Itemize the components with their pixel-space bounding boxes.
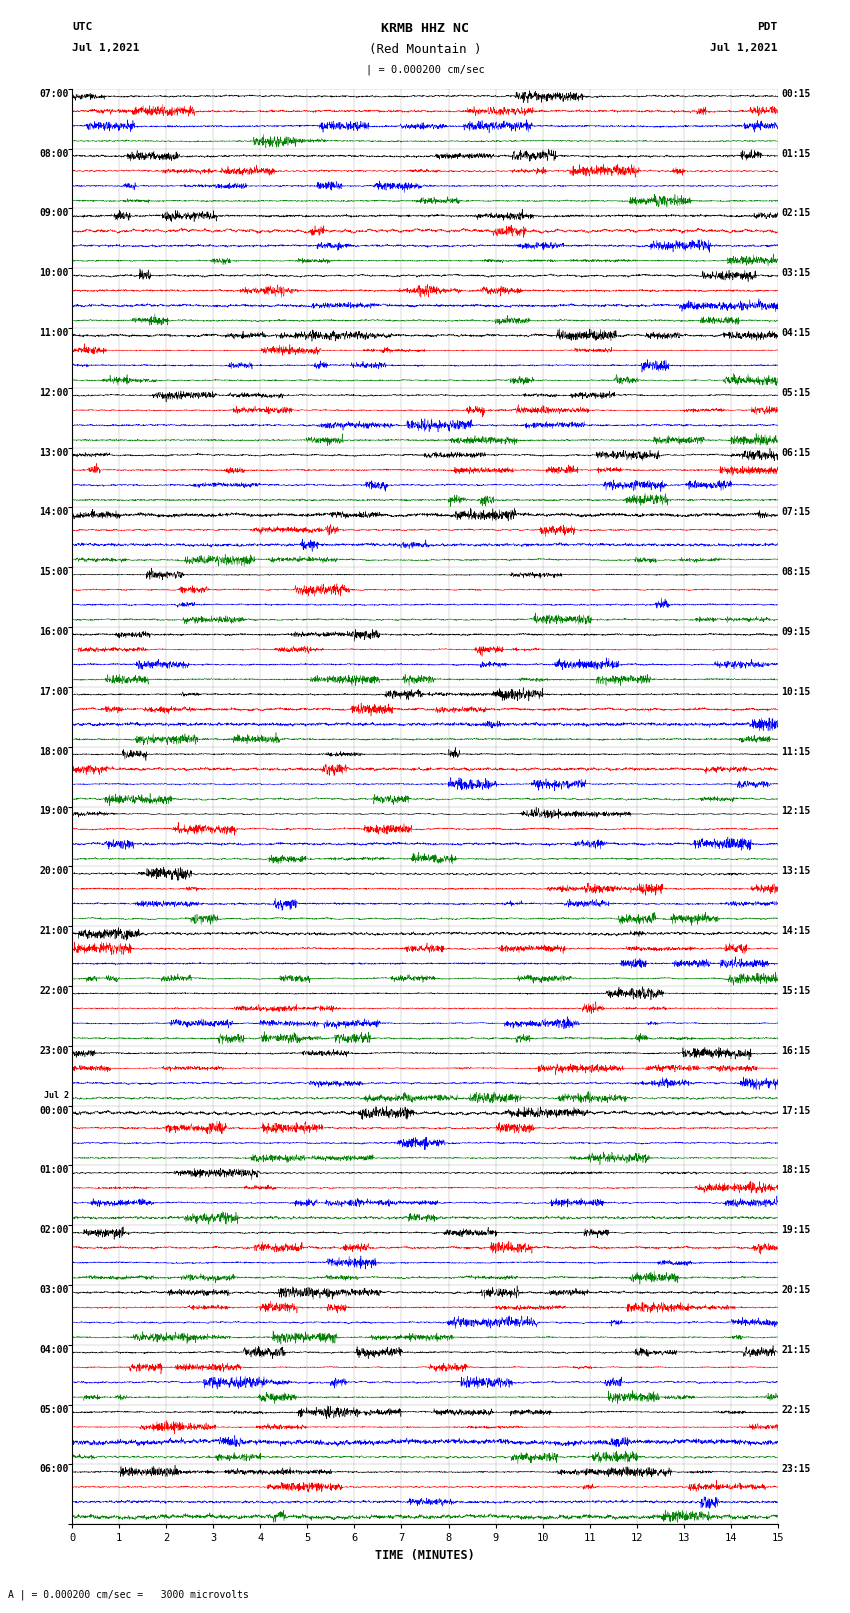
Text: UTC: UTC	[72, 23, 93, 32]
Text: 03:15: 03:15	[781, 268, 811, 277]
Text: Jul 1,2021: Jul 1,2021	[711, 44, 778, 53]
Text: 09:15: 09:15	[781, 627, 811, 637]
Text: 04:00: 04:00	[39, 1345, 69, 1355]
Text: 12:15: 12:15	[781, 806, 811, 816]
Text: 09:00: 09:00	[39, 208, 69, 218]
Text: 23:15: 23:15	[781, 1465, 811, 1474]
Text: 14:00: 14:00	[39, 508, 69, 518]
X-axis label: TIME (MINUTES): TIME (MINUTES)	[375, 1548, 475, 1561]
Text: 06:15: 06:15	[781, 448, 811, 458]
Text: 14:15: 14:15	[781, 926, 811, 936]
Text: | = 0.000200 cm/sec: | = 0.000200 cm/sec	[366, 65, 484, 74]
Text: 20:00: 20:00	[39, 866, 69, 876]
Text: 07:00: 07:00	[39, 89, 69, 98]
Text: 00:00: 00:00	[39, 1105, 69, 1116]
Text: 13:15: 13:15	[781, 866, 811, 876]
Text: 07:15: 07:15	[781, 508, 811, 518]
Text: 19:00: 19:00	[39, 806, 69, 816]
Text: 15:00: 15:00	[39, 568, 69, 577]
Text: 17:00: 17:00	[39, 687, 69, 697]
Text: 05:15: 05:15	[781, 387, 811, 398]
Text: 15:15: 15:15	[781, 986, 811, 995]
Text: 13:00: 13:00	[39, 448, 69, 458]
Text: 12:00: 12:00	[39, 387, 69, 398]
Text: 21:15: 21:15	[781, 1345, 811, 1355]
Text: A | = 0.000200 cm/sec =   3000 microvolts: A | = 0.000200 cm/sec = 3000 microvolts	[8, 1589, 249, 1600]
Text: 23:00: 23:00	[39, 1045, 69, 1057]
Text: Jul 2: Jul 2	[43, 1090, 69, 1100]
Text: 01:15: 01:15	[781, 148, 811, 158]
Text: 08:15: 08:15	[781, 568, 811, 577]
Text: 02:15: 02:15	[781, 208, 811, 218]
Text: 18:15: 18:15	[781, 1165, 811, 1176]
Text: Jul 1,2021: Jul 1,2021	[72, 44, 139, 53]
Text: (Red Mountain ): (Red Mountain )	[369, 44, 481, 56]
Text: 10:15: 10:15	[781, 687, 811, 697]
Text: KRMB HHZ NC: KRMB HHZ NC	[381, 23, 469, 35]
Text: 18:00: 18:00	[39, 747, 69, 756]
Text: 10:00: 10:00	[39, 268, 69, 277]
Text: 02:00: 02:00	[39, 1226, 69, 1236]
Text: 04:15: 04:15	[781, 327, 811, 339]
Text: 16:00: 16:00	[39, 627, 69, 637]
Text: 11:00: 11:00	[39, 327, 69, 339]
Text: 06:00: 06:00	[39, 1465, 69, 1474]
Text: 03:00: 03:00	[39, 1286, 69, 1295]
Text: 20:15: 20:15	[781, 1286, 811, 1295]
Text: 19:15: 19:15	[781, 1226, 811, 1236]
Text: 01:00: 01:00	[39, 1165, 69, 1176]
Text: 21:00: 21:00	[39, 926, 69, 936]
Text: PDT: PDT	[757, 23, 778, 32]
Text: 22:15: 22:15	[781, 1405, 811, 1415]
Text: 00:15: 00:15	[781, 89, 811, 98]
Text: 16:15: 16:15	[781, 1045, 811, 1057]
Text: 22:00: 22:00	[39, 986, 69, 995]
Text: 17:15: 17:15	[781, 1105, 811, 1116]
Text: 08:00: 08:00	[39, 148, 69, 158]
Text: 11:15: 11:15	[781, 747, 811, 756]
Text: 05:00: 05:00	[39, 1405, 69, 1415]
